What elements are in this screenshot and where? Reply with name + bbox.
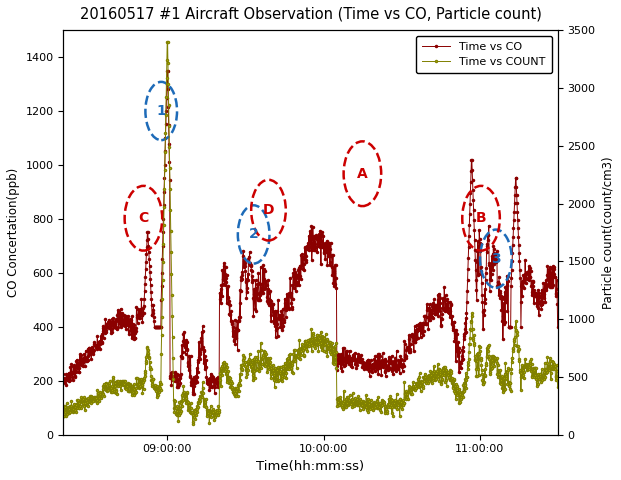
Time vs CO: [320, 233, 327, 239]
Time vs CO: [554, 324, 561, 330]
Time vs CO: [461, 326, 469, 332]
Time vs CO: [179, 331, 187, 336]
Time vs COUNT: [289, 360, 296, 366]
Text: C: C: [138, 211, 148, 225]
X-axis label: Time(hh:mm:ss): Time(hh:mm:ss): [256, 460, 365, 473]
Time vs COUNT: [320, 335, 327, 340]
Text: D: D: [263, 203, 274, 217]
Time vs COUNT: [230, 391, 238, 396]
Time vs COUNT: [461, 376, 469, 382]
Title: 20160517 #1 Aircraft Observation (Time vs CO, Particle count): 20160517 #1 Aircraft Observation (Time v…: [79, 7, 542, 22]
Time vs COUNT: [60, 407, 67, 412]
Time vs CO: [547, 273, 555, 279]
Text: 2: 2: [249, 228, 258, 241]
Time vs COUNT: [547, 376, 555, 382]
Time vs COUNT: [163, 39, 171, 45]
Time vs CO: [191, 391, 198, 397]
Line: Time vs COUNT: Time vs COUNT: [62, 41, 559, 425]
Y-axis label: Particle count(count/cm3): Particle count(count/cm3): [601, 156, 614, 309]
Y-axis label: CO Concertation(ppb): CO Concertation(ppb): [7, 168, 20, 297]
Legend: Time vs CO, Time vs COUNT: Time vs CO, Time vs COUNT: [415, 36, 552, 73]
Text: B: B: [476, 211, 486, 225]
Text: 1: 1: [156, 104, 166, 118]
Text: 3: 3: [491, 252, 501, 266]
Time vs CO: [60, 371, 67, 377]
Time vs CO: [230, 338, 238, 344]
Time vs CO: [163, 68, 171, 73]
Time vs COUNT: [554, 384, 561, 390]
Time vs COUNT: [179, 383, 187, 388]
Time vs COUNT: [189, 420, 197, 426]
Line: Time vs CO: Time vs CO: [62, 70, 559, 396]
Text: A: A: [357, 167, 368, 181]
Time vs CO: [289, 282, 296, 288]
